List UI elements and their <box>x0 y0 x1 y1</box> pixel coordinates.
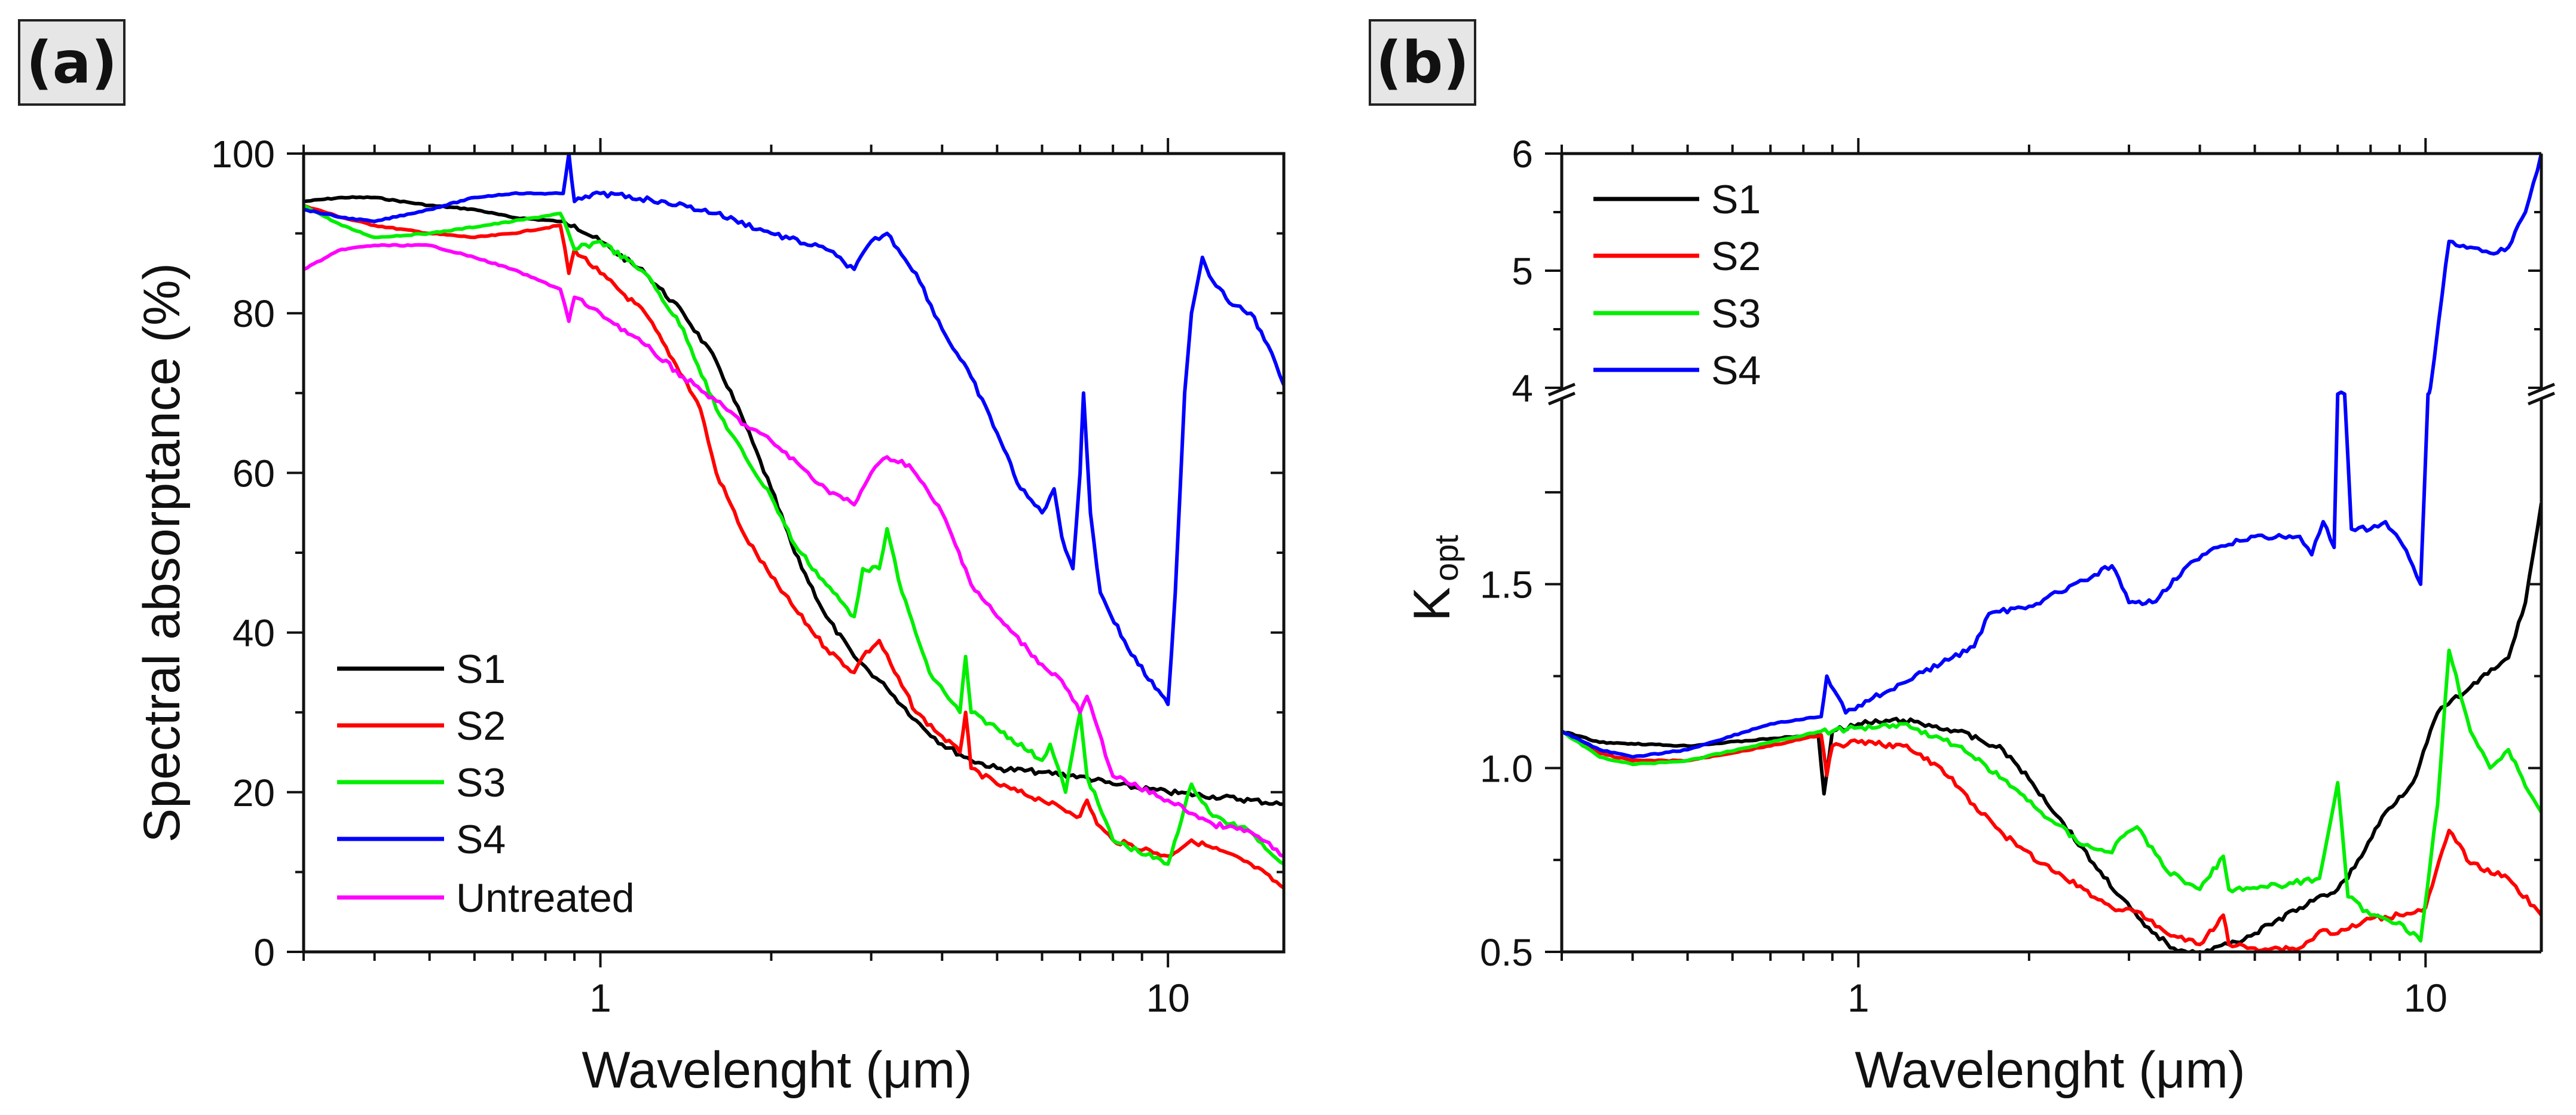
legend-item-s2: S2 <box>1593 234 1761 279</box>
y-tick-label: 40 <box>232 612 275 655</box>
legend-item-s2: S2 <box>337 703 506 749</box>
y-tick-label: 0 <box>253 931 275 974</box>
axis-break-mark <box>2528 391 2555 406</box>
y-tick-label: 60 <box>232 452 275 495</box>
legend-item-s1: S1 <box>1593 177 1761 222</box>
x-tick-label: 10 <box>2404 976 2447 1020</box>
y-tick-label: 1.5 <box>1480 563 1533 606</box>
y-tick-label: 6 <box>1512 133 1533 176</box>
series-line-s1 <box>1562 503 2541 952</box>
series-line-s2 <box>1562 730 2541 952</box>
legend-item-s1: S1 <box>337 647 506 692</box>
y-tick-label: 80 <box>232 292 275 335</box>
chart-b-x-axis-label: Wavelenght (μm) <box>1855 1042 2245 1099</box>
chart-a-x-axis-label: Wavelenght (μm) <box>582 1042 972 1099</box>
legend-label: S2 <box>1711 234 1761 279</box>
axis-break-mark <box>1548 382 1575 397</box>
chart-b-y-axis-label-sub: opt <box>1427 535 1465 581</box>
y-tick-label: 0.5 <box>1480 931 1533 974</box>
x-tick-label: 10 <box>1146 976 1189 1020</box>
series-line-s4 <box>1562 154 2541 759</box>
series-line-s1 <box>304 195 1284 806</box>
y-tick-label: 5 <box>1512 250 1533 293</box>
legend-item-s3: S3 <box>337 760 506 805</box>
axis-break-mark <box>1548 391 1575 406</box>
series-line-s3 <box>1562 648 2541 943</box>
x-tick-label: 1 <box>1847 976 1870 1020</box>
legend-label: S3 <box>1711 291 1761 336</box>
legend-label: S4 <box>1711 348 1761 393</box>
y-tick-label: 1.0 <box>1480 747 1533 790</box>
legend-item-s4: S4 <box>337 817 506 862</box>
legend-label: Untreated <box>456 875 635 921</box>
series-line-untreated <box>304 243 1284 858</box>
chart-b-y-axis-label-main: K <box>1403 587 1461 621</box>
legend-item-untreated: Untreated <box>337 875 635 921</box>
legend-label: S3 <box>456 760 506 805</box>
series-line-s4 <box>304 154 1284 706</box>
legend-label: S2 <box>456 703 506 749</box>
axis-break-mark <box>2528 382 2555 397</box>
y-tick-label: 100 <box>211 133 275 176</box>
chart-b-kopt: Wavelenght (μm) K opt 1 10 0.5 1.0 1.5 4 5 6 S1 S… <box>1403 133 2555 1099</box>
y-tick-label: 20 <box>232 771 275 814</box>
panel-label-a: (a) <box>18 19 126 106</box>
legend-item-s4: S4 <box>1593 348 1761 393</box>
legend-label: S1 <box>456 647 506 692</box>
chart-b-y-axis-label: K opt <box>1403 535 1465 621</box>
legend-item-s3: S3 <box>1593 291 1761 336</box>
y-tick-label: 4 <box>1512 367 1533 410</box>
chart-a-absorptance: Wavelenght (μm) Spectral absorptance (%)… <box>133 133 1286 1099</box>
x-tick-label: 1 <box>589 976 611 1020</box>
series-line-s3 <box>304 204 1284 866</box>
legend-label: S1 <box>1711 177 1761 222</box>
panel-label-b: (b) <box>1369 19 1476 106</box>
chart-a-y-axis-label: Spectral absorptance (%) <box>133 263 191 843</box>
legend-label: S4 <box>456 817 506 862</box>
